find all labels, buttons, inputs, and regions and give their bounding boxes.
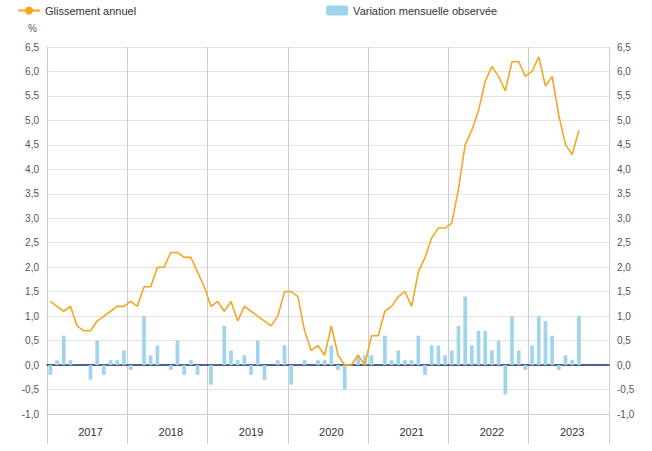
svg-text:3,0: 3,0 [25,213,39,224]
svg-text:4,5: 4,5 [617,139,631,150]
svg-text:3,5: 3,5 [25,188,39,199]
svg-text:2021: 2021 [399,426,423,438]
svg-text:1,5: 1,5 [25,286,39,297]
svg-text:6,5: 6,5 [617,42,631,53]
svg-text:5,5: 5,5 [25,90,39,101]
svg-text:4,0: 4,0 [617,164,631,175]
svg-text:-1,0: -1,0 [22,409,40,420]
svg-text:2020: 2020 [319,426,343,438]
svg-text:5,0: 5,0 [617,115,631,126]
svg-text:6,0: 6,0 [617,66,631,77]
svg-text:6,5: 6,5 [25,42,39,53]
svg-text:2,0: 2,0 [25,262,39,273]
svg-text:6,0: 6,0 [25,66,39,77]
svg-text:2019: 2019 [239,426,263,438]
svg-text:5,0: 5,0 [25,115,39,126]
svg-text:-1,0: -1,0 [617,409,635,420]
svg-text:3,0: 3,0 [617,213,631,224]
svg-text:4,0: 4,0 [25,164,39,175]
svg-text:2022: 2022 [480,426,504,438]
svg-text:1,5: 1,5 [617,286,631,297]
svg-text:3,5: 3,5 [617,188,631,199]
svg-text:0,0: 0,0 [617,360,631,371]
svg-text:0,5: 0,5 [25,335,39,346]
svg-text:1,0: 1,0 [25,311,39,322]
svg-text:1,0: 1,0 [617,311,631,322]
svg-text:-0,5: -0,5 [617,384,635,395]
svg-text:4,5: 4,5 [25,139,39,150]
svg-text:2017: 2017 [78,426,102,438]
svg-text:2,0: 2,0 [617,262,631,273]
svg-text:%: % [28,23,37,34]
svg-text:0,5: 0,5 [617,335,631,346]
svg-text:2018: 2018 [159,426,183,438]
svg-text:0,0: 0,0 [25,360,39,371]
svg-text:5,5: 5,5 [617,90,631,101]
svg-text:Variation mensuelle observée: Variation mensuelle observée [353,5,497,17]
svg-text:Glissement annuel: Glissement annuel [45,5,136,17]
svg-text:2023: 2023 [560,426,584,438]
svg-text:2,5: 2,5 [617,237,631,248]
svg-text:-0,5: -0,5 [22,384,40,395]
svg-text:2,5: 2,5 [25,237,39,248]
